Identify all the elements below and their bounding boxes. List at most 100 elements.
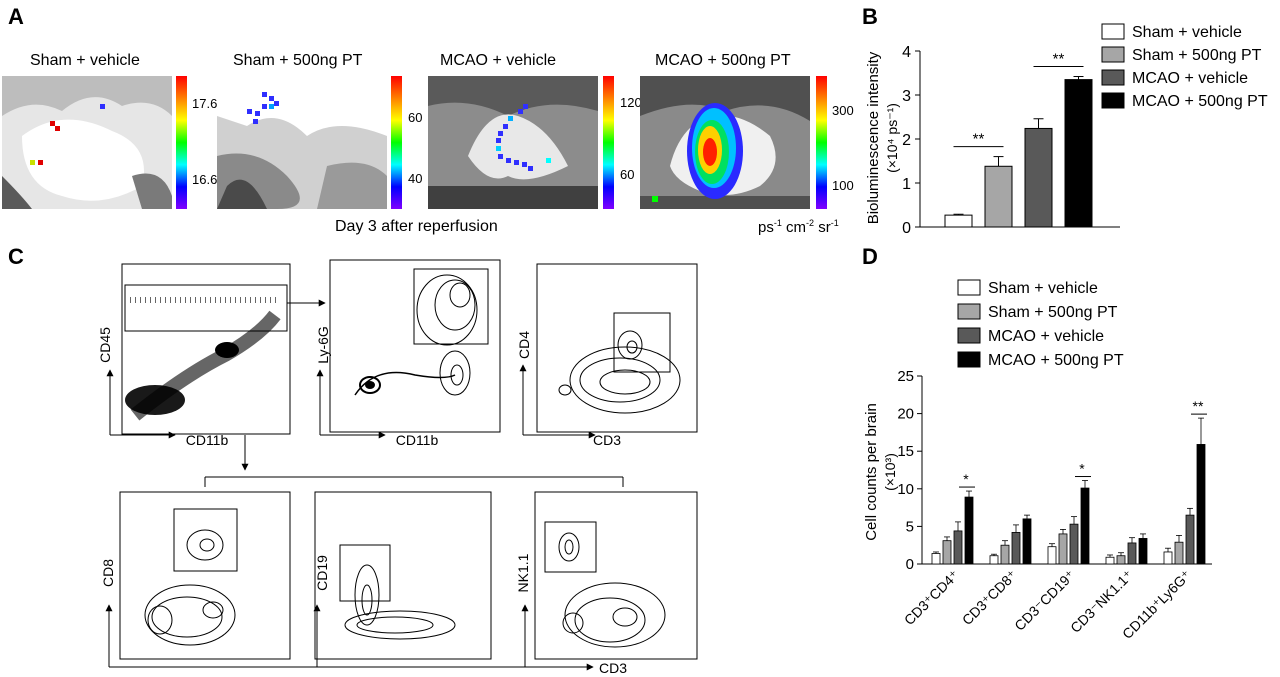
d-bar: [989, 555, 999, 565]
d-y-tick-label: 15: [897, 443, 914, 460]
flow-cytometry-panel: CD45 CD11b Ly-6G CD11b CD4 CD3: [97, 259, 698, 676]
d-bar: [953, 530, 963, 565]
d-bar: [931, 553, 941, 565]
d-legend-label: Sham + 500ng PT: [988, 304, 1118, 321]
b-ylabel-unit: (×10⁴ ps⁻¹): [884, 103, 900, 173]
axis-y-nk11: NK1.1: [515, 553, 531, 592]
b-bar: [1024, 127, 1053, 228]
d-legend-label: MCAO + vehicle: [988, 328, 1104, 345]
d-bar: [1080, 487, 1090, 565]
axis-y-cd4: CD4: [516, 331, 532, 359]
flow-plot-ly6g-cd11b: Ly-6G CD11b: [315, 259, 501, 448]
d-legend-label: Sham + vehicle: [988, 280, 1098, 297]
d-bar: [1105, 556, 1115, 565]
b-bar: [1064, 79, 1093, 228]
axis-x-cd11b-1: CD11b: [186, 432, 229, 448]
bioluminescence-image-sham-pt: [217, 76, 387, 209]
flow-plot-cd4-cd3: CD4 CD3: [516, 263, 698, 448]
scale-tick-3-high: 120: [620, 95, 642, 110]
bar-chart-d: Cell counts per brain (×10³) Sham + vehi…: [863, 279, 1212, 642]
d-bar: [1196, 444, 1206, 565]
b-y-tick-label: 2: [902, 132, 911, 149]
axis-x-cd11b-2: CD11b: [396, 432, 439, 448]
b-sig-label: **: [1053, 51, 1065, 68]
b-legend-label: Sham + vehicle: [1132, 24, 1242, 41]
b-bar: [984, 165, 1013, 228]
b-sig-label: **: [973, 131, 985, 148]
d-bar: [1058, 533, 1068, 565]
d-sig-label: *: [963, 471, 969, 487]
axis-x-cd3-2: CD3: [599, 660, 627, 676]
scale-tick-4-low: 100: [832, 178, 854, 193]
d-y-tick-label: 20: [897, 406, 914, 423]
b-bar: [944, 214, 973, 228]
d-bar: [1185, 514, 1195, 565]
color-scale-bar-3: [603, 76, 614, 209]
b-legend-swatch: [1101, 69, 1125, 86]
d-bar: [964, 496, 974, 565]
b-ylabel: Bioluminescence intensity: [865, 51, 882, 224]
b-legend-swatch: [1101, 92, 1125, 109]
d-bar: [942, 540, 952, 565]
flow-plot-nk11-cd3: NK1.1: [515, 491, 698, 660]
d-bar: [1163, 551, 1173, 565]
d-bar: [1127, 542, 1137, 565]
d-bar: [1000, 544, 1010, 565]
d-bar: [1047, 546, 1057, 565]
d-legend-swatch: [957, 327, 981, 344]
d-y-tick-label: 25: [897, 368, 914, 385]
b-legend-label: Sham + 500ng PT: [1132, 47, 1262, 64]
image-title-4: MCAO + 500ng PT: [655, 52, 791, 69]
d-ylabel: Cell counts per brain: [863, 403, 880, 541]
d-ylabel-unit: (×10³): [882, 453, 898, 491]
b-legend-swatch: [1101, 23, 1125, 40]
image-title-2: Sham + 500ng PT: [233, 52, 363, 69]
b-y-tick-label: 3: [902, 88, 911, 105]
image-title-3: MCAO + vehicle: [440, 52, 557, 69]
bioluminescence-image-sham-vehicle: [2, 76, 172, 209]
d-bar: [1138, 538, 1148, 565]
b-y-tick-label: 1: [902, 176, 911, 193]
d-bar: [1069, 523, 1079, 565]
axis-x-cd3-1: CD3: [593, 432, 621, 448]
flow-plot-cd19-cd3: CD19: [314, 491, 492, 660]
d-legend-label: MCAO + 500ng PT: [988, 352, 1124, 369]
d-bar: [1022, 518, 1032, 565]
panel-label-d: D: [862, 244, 878, 269]
d-legend-swatch: [957, 351, 981, 368]
panel-label-a: A: [8, 4, 24, 29]
scale-tick-1-low: 16.6: [192, 172, 218, 187]
bioluminescence-image-mcao-pt: [640, 76, 810, 209]
axis-y-cd19: CD19: [314, 555, 330, 591]
d-legend-swatch: [957, 279, 981, 296]
panel-a-caption: Day 3 after reperfusion: [335, 218, 498, 235]
d-bar: [1116, 555, 1126, 565]
d-bar: [1011, 532, 1021, 565]
panel-label-c: C: [8, 244, 24, 269]
d-sig-label: *: [1079, 461, 1085, 477]
flow-plot-cd45-cd11b: CD45 CD11b: [97, 263, 326, 448]
d-category-label: CD3⁺CD4⁺: [901, 567, 962, 628]
image-title-1: Sham + vehicle: [30, 52, 140, 69]
b-legend-label: MCAO + vehicle: [1132, 70, 1248, 87]
scale-tick-3-low: 60: [620, 167, 635, 182]
panel-label-b: B: [862, 4, 878, 29]
d-y-tick-label: 10: [897, 481, 914, 498]
b-y-tick-label: 0: [902, 220, 911, 237]
axis-y-ly6g: Ly-6G: [315, 326, 331, 364]
scale-tick-2-low: 40: [408, 171, 423, 186]
axis-y-cd45: CD45: [97, 327, 113, 363]
scale-tick-2-high: 60: [408, 110, 423, 125]
panel-a-units: ps-1 cm-2 sr-1: [758, 218, 839, 236]
b-legend-label: MCAO + 500ng PT: [1132, 93, 1268, 110]
d-sig-label: **: [1193, 398, 1204, 414]
bar-chart-b: Bioluminescence intensity (×10⁴ ps⁻¹) 0 1…: [865, 23, 1268, 237]
flow-plot-cd8-cd3: CD8: [100, 491, 291, 660]
d-y-tick-label: 5: [906, 518, 914, 535]
b-legend-swatch: [1101, 46, 1125, 63]
d-legend-swatch: [957, 303, 981, 320]
scale-tick-4-high: 300: [832, 103, 854, 118]
scale-tick-1-high: 17.6: [192, 96, 218, 111]
color-scale-bar-1: [176, 76, 187, 209]
bioluminescence-image-mcao-vehicle: [428, 76, 598, 209]
